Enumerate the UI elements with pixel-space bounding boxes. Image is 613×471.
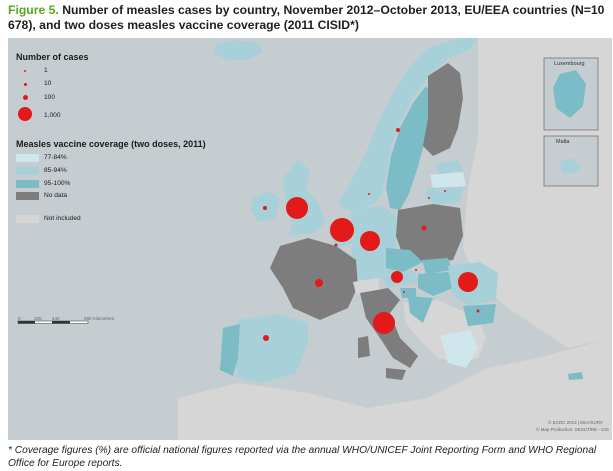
not-included-swatch [16, 215, 39, 223]
case-marker-italy [373, 312, 395, 334]
case-size-100-swatch [22, 95, 28, 100]
case-marker-romania [458, 272, 478, 292]
case-marker-latvia [444, 190, 446, 192]
coverage-legend-heading: Measles vaccine coverage (two doses, 201… [16, 139, 206, 149]
luxembourg-inset-label: Luxembourg [554, 61, 585, 67]
coverage-no-data-label: No data [44, 192, 68, 199]
figure-title-text: Number of measles cases by country, Nove… [8, 3, 605, 32]
region-portugal [220, 324, 240, 376]
case-marker-ireland [263, 206, 267, 210]
case-size-10-swatch [23, 83, 27, 86]
case-marker-slovenia [403, 291, 405, 293]
case-marker-germany [360, 231, 380, 251]
case-marker-france [315, 279, 323, 287]
case-size-1-label: 1 [44, 67, 48, 74]
region-czechia [386, 248, 423, 272]
region-slovakia [422, 258, 452, 274]
case-size-1000-swatch [18, 107, 32, 121]
case-marker-denmark [368, 193, 370, 195]
region-croatia [408, 296, 433, 323]
region-estonia [434, 160, 463, 174]
region-switzerland [353, 278, 380, 294]
region-cyprus [568, 372, 583, 380]
not-included-label: Not included [44, 215, 81, 222]
region-lithuania [426, 187, 463, 205]
scale-tick-0: 0 [18, 316, 21, 321]
case-size-10-label: 10 [44, 80, 52, 87]
case-marker-lithuania [428, 197, 430, 199]
coverage-95-100-label: 95-100% [44, 180, 71, 187]
case-marker-sweden [396, 128, 400, 132]
case-marker-poland [421, 225, 427, 231]
region-poland [396, 204, 463, 263]
coverage-85-94-label: 85-94% [44, 167, 67, 174]
region-spain [233, 314, 308, 383]
footnote: * Coverage figures (%) are official nati… [8, 445, 597, 469]
scale-tick-220: 220 [34, 316, 42, 321]
case-size-100-label: 100 [44, 94, 56, 101]
case-marker-uk [286, 197, 308, 219]
coverage-85-94-swatch [16, 167, 39, 175]
region-finland [423, 63, 463, 156]
case-marker-spain [263, 335, 269, 341]
figure-title: Figure 5. Number of measles cases by cou… [8, 3, 608, 33]
scale-bar [17, 320, 89, 324]
region-sweden [386, 86, 433, 210]
region-iceland [214, 40, 263, 60]
case-size-1000-label: 1,000 [44, 112, 61, 119]
region-latvia [430, 172, 466, 188]
case-marker-austria [391, 271, 403, 283]
region-sardinia [358, 336, 370, 358]
case-marker-bulgaria [476, 309, 480, 313]
europe-map [17, 38, 612, 440]
region-hungary [418, 272, 458, 296]
region-norway [338, 38, 478, 210]
scale-tick-880: 880 Kilometres [84, 316, 115, 321]
figure-label: Figure 5. [8, 3, 59, 17]
cases-legend-heading: Number of cases [16, 52, 89, 62]
map-area [8, 38, 612, 440]
malta-inset-label: Malta [556, 139, 570, 145]
scale-tick-440: 440 [52, 316, 60, 321]
malta-inset-country [560, 158, 582, 174]
case-marker-hungary [415, 269, 417, 271]
map-production-credit: © Map Production: SESUT/RE - GIS [536, 427, 609, 432]
luxembourg-inset-country [553, 70, 586, 118]
region-slovenia [400, 288, 416, 298]
coverage-no-data-swatch [16, 192, 39, 200]
case-markers [263, 128, 480, 341]
region-france [270, 238, 358, 320]
copyright-credit: © ECDC 2013 | EEA/SURV [548, 420, 603, 425]
region-sicily [386, 368, 406, 380]
coverage-77-84-label: 77-84% [44, 154, 67, 161]
region-uk [283, 160, 326, 236]
region-greece [440, 330, 478, 368]
land-not-included-south [178, 338, 612, 440]
case-marker-netherlands [330, 218, 354, 242]
case-size-1-swatch [24, 70, 26, 72]
region-bulgaria [463, 304, 496, 326]
coverage-95-100-swatch [16, 180, 39, 188]
coverage-77-84-swatch [16, 154, 39, 162]
region-denmark [360, 184, 376, 208]
case-marker-belgium [334, 243, 338, 247]
